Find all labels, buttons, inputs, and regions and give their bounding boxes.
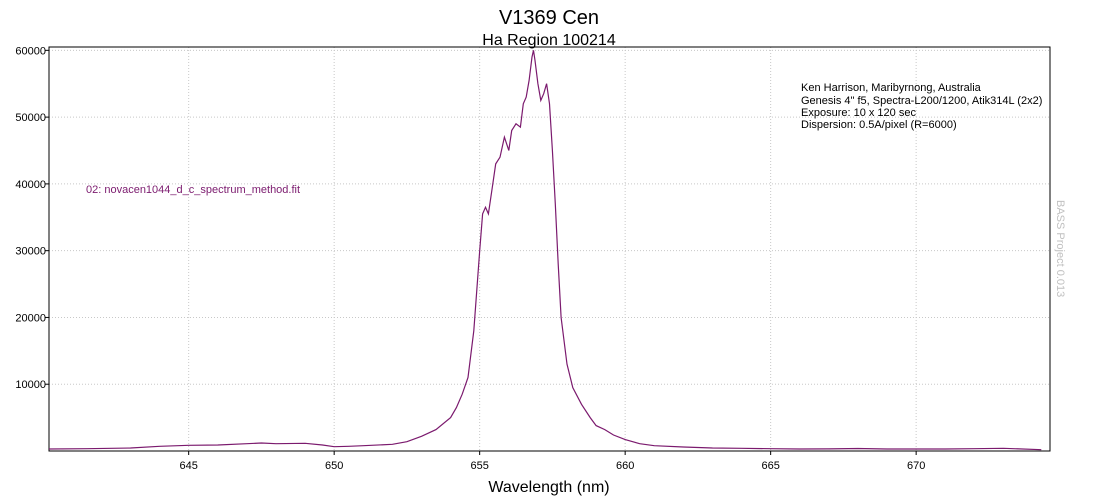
y-tick-label: 60000 bbox=[15, 45, 46, 57]
grid-lines bbox=[49, 47, 1050, 451]
x-tick-label: 655 bbox=[470, 460, 488, 472]
series-label: 02: novacen1044_d_c_spectrum_method.fit bbox=[86, 184, 300, 196]
annotation-equipment: Genesis 4" f5, Spectra-L200/1200, Atik31… bbox=[801, 95, 1042, 107]
y-tick-label: 10000 bbox=[15, 379, 46, 391]
x-axis-label: Wavelength (nm) bbox=[488, 479, 609, 496]
y-tick-label: 20000 bbox=[15, 312, 46, 324]
x-tick-label: 650 bbox=[325, 460, 343, 472]
x-tick-label: 670 bbox=[907, 460, 925, 472]
x-axis-ticks: 645 650 655 660 665 670 bbox=[179, 451, 925, 472]
y-axis-ticks: 10000 20000 30000 40000 50000 60000 bbox=[15, 45, 49, 391]
x-tick-label: 660 bbox=[616, 460, 634, 472]
annotation-exposure: Exposure: 10 x 120 sec bbox=[801, 107, 916, 119]
x-tick-label: 665 bbox=[761, 460, 779, 472]
chart-subtitle: Ha Region 100214 bbox=[482, 32, 616, 49]
y-tick-label: 30000 bbox=[15, 246, 46, 258]
series-line-novacen1044 bbox=[48, 50, 1042, 451]
y-tick-label: 50000 bbox=[15, 112, 46, 124]
annotation-observer: Ken Harrison, Maribyrnong, Australia bbox=[801, 82, 982, 94]
annotation-dispersion: Dispersion: 0.5A/pixel (R=6000) bbox=[801, 119, 957, 131]
x-tick-label: 645 bbox=[179, 460, 197, 472]
plot-frame bbox=[48, 46, 1051, 452]
watermark: BASS Project 0.013 bbox=[1054, 200, 1066, 297]
chart-title: V1369 Cen bbox=[499, 7, 599, 29]
y-tick-label: 40000 bbox=[15, 179, 46, 191]
